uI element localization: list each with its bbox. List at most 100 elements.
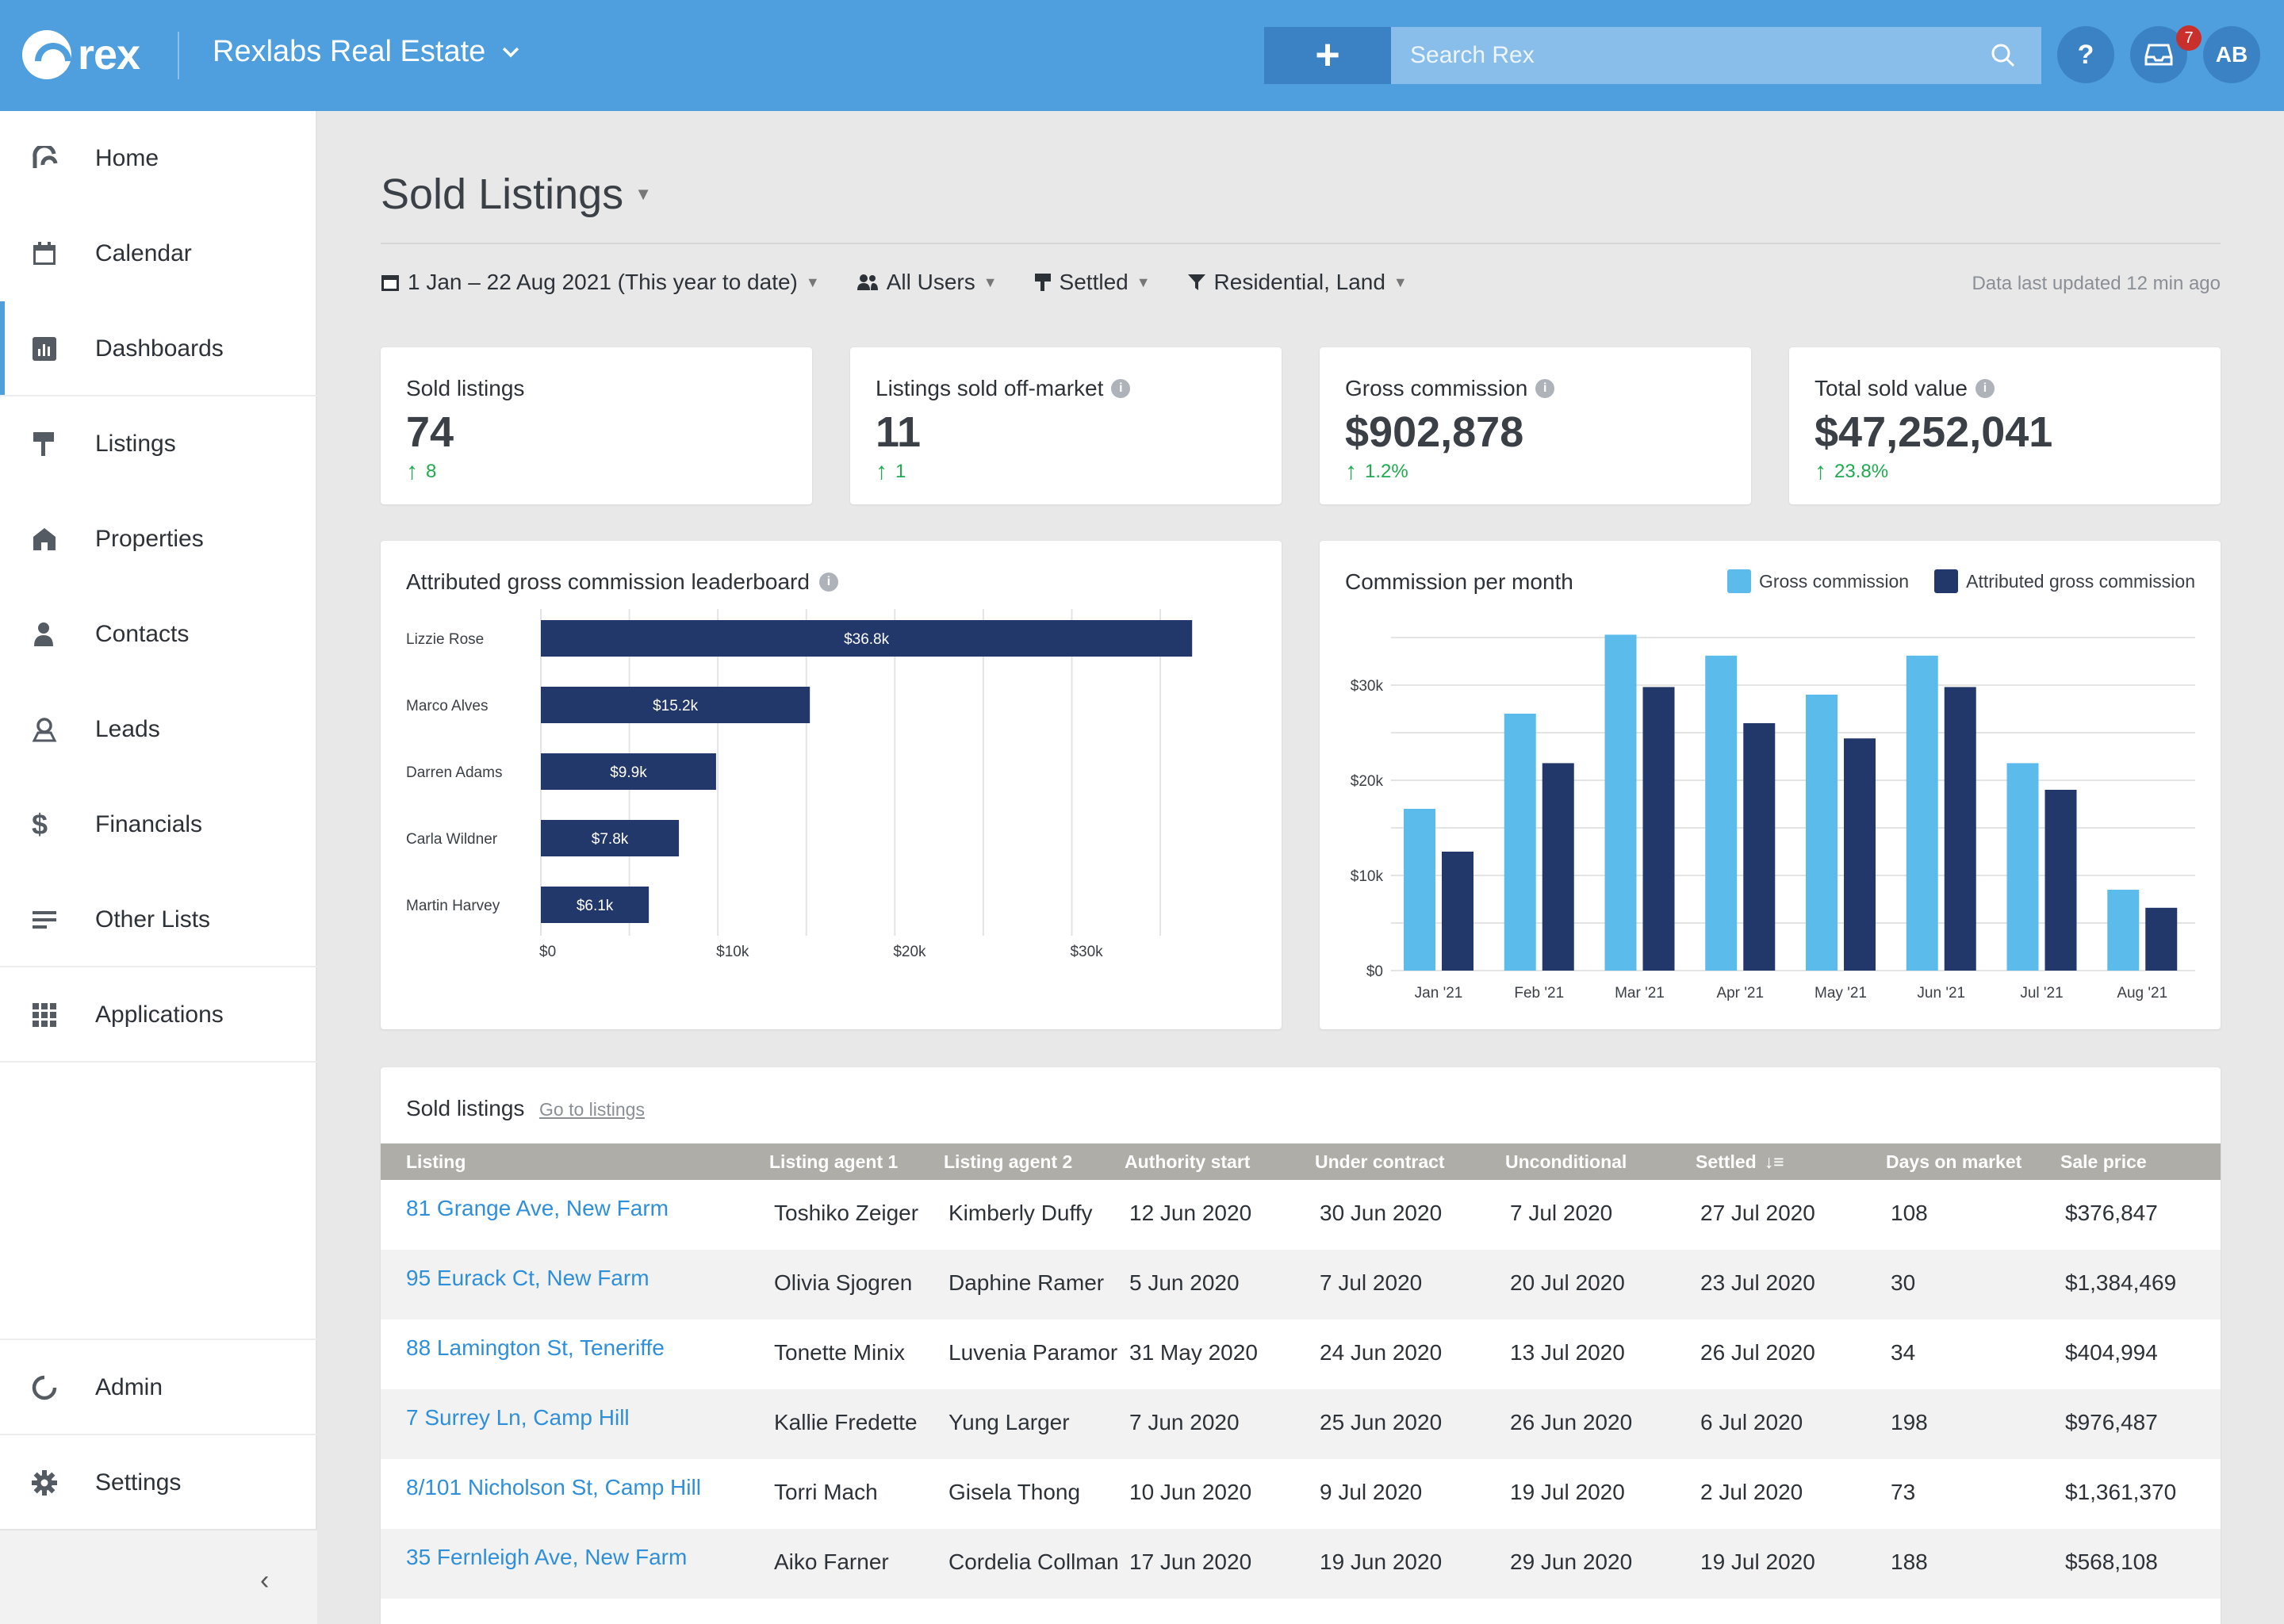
info-icon[interactable]: i [1111,379,1131,398]
listing-link[interactable]: 8/101 Nicholson St, Camp Hill [406,1475,701,1500]
legend-item-attributed[interactable]: Attributed gross commission [1934,569,2195,593]
help-button[interactable]: ? [2057,26,2114,83]
listing-link[interactable]: 88 Lamington St, Teneriffe [406,1335,665,1360]
listing-link[interactable]: 81 Grange Ave, New Farm [406,1196,669,1220]
table-cell: 7 Jul 2020 [1510,1201,1613,1225]
table-cell: Toshiko Zeiger [774,1201,919,1225]
sidebar-item-calendar[interactable]: Calendar [0,206,317,301]
bar [541,620,1193,657]
y-tick-label: $20k [1351,773,1384,790]
bar-category-label: Martin Harvey [406,898,500,914]
column-header[interactable]: Listing agent 2 [944,1151,1073,1172]
page-title-text: Sold Listings [381,170,624,218]
commission-chart-card: Commission per month Gross commission At… [1320,541,2221,1029]
table-cell: 31 May 2020 [1129,1340,1258,1365]
chevron-left-icon: ‹ [260,1565,270,1595]
user-avatar[interactable]: AB [2203,26,2260,83]
date-filter-label: 1 Jan – 22 Aug 2021 (This year to date) [408,270,798,294]
sidebar-item-label: Settings [95,1469,182,1496]
column-header[interactable]: Listing [406,1151,466,1172]
column-header[interactable]: Authority start [1125,1151,1251,1172]
kpi-delta: ↑ 1.2% [1345,458,1408,485]
users-icon [856,274,878,290]
gear-icon [32,1470,79,1496]
table-cell: 20 Jul 2020 [1510,1270,1625,1295]
table-cell: $376,847 [2065,1201,2158,1225]
type-filter-label: Residential, Land [1213,270,1385,294]
table-cell: 30 [1891,1270,1916,1295]
info-icon[interactable]: i [818,573,838,592]
table-cell: 26 Jun 2020 [1510,1410,1633,1434]
table-cell: $976,487 [2065,1410,2158,1434]
add-button[interactable]: + [1264,27,1391,84]
sidebar-item-listings[interactable]: Listings [0,396,317,492]
column-header[interactable]: Settled ↓≡ [1696,1151,1784,1172]
property-icon [32,527,79,552]
table-cell: Torri Mach [774,1480,878,1504]
chart-title: Commission per month [1345,569,1573,594]
bar-data-label: $9.9k [610,764,647,781]
collapse-sidebar-button[interactable]: ‹ [0,1529,317,1624]
table-row[interactable]: 88 Lamington St, Teneriffe Tonette Minix L… [381,1320,2221,1389]
table-row[interactable]: 81 Grange Ave, New Farm Toshiko Zeiger Kim… [381,1180,2221,1250]
arrow-up-icon: ↑ [1815,458,1826,485]
bar-data-label: $36.8k [844,631,890,648]
status-filter[interactable]: Settled ▼ [1034,270,1151,295]
sidebar-item-financials[interactable]: $ Financials [0,777,317,872]
sidebar-item-leads[interactable]: Leads [0,682,317,777]
inbox-icon [2144,44,2173,66]
sidebar-item-contacts[interactable]: Contacts [0,587,317,682]
sidebar-item-other-lists[interactable]: Other Lists [0,872,317,967]
sidebar-item-applications[interactable]: Applications [0,967,317,1063]
table-row[interactable]: 7 Surrey Ln, Camp Hill Kallie Fredette Yun… [381,1389,2221,1459]
account-switcher[interactable]: Rexlabs Real Estate [213,35,520,69]
sidebar-item-label: Other Lists [95,906,211,933]
sign-icon [32,431,79,458]
bar-category-label: Carla Wildner [406,831,498,848]
kpi-label: Sold listings [406,376,525,400]
sidebar-item-properties[interactable]: Properties [0,492,317,587]
table-row[interactable]: 95 Eurack Ct, New Farm Olivia Sjogren Daph… [381,1250,2221,1320]
sidebar-item-home[interactable]: Home [0,111,317,206]
column-header[interactable]: Listing agent 1 [769,1151,899,1172]
leaderboard-chart: $0 $10k $20k $30k Lizzie Rose $36.8k Marco Alv… [406,609,1193,960]
calendar-icon [32,241,79,266]
table-row[interactable]: 8/101 Nicholson St, Camp Hill Torri Mach G… [381,1459,2221,1529]
leads-icon [32,717,79,742]
rex-logo[interactable]: rex [22,30,140,79]
legend-item-gross[interactable]: Gross commission [1726,569,1909,593]
sidebar-item-dashboards[interactable]: Dashboards [0,301,317,396]
column-header[interactable]: Under contract [1315,1151,1445,1172]
table-cell: $1,361,370 [2065,1480,2177,1504]
sidebar-item-admin[interactable]: Admin [0,1340,317,1435]
search-box [1391,27,2041,84]
info-icon[interactable]: i [1976,379,1995,398]
sort-icon[interactable]: ↓≡ [1764,1151,1784,1172]
listing-link[interactable]: 35 Fernleigh Ave, New Farm [406,1545,688,1569]
table-row[interactable]: 35 Fernleigh Ave, New Farm Aiko Farner Cor… [381,1529,2221,1599]
date-filter[interactable]: 1 Jan – 22 Aug 2021 (This year to date) … [381,270,820,295]
page-title[interactable]: Sold Listings ▼ [381,170,652,219]
table-cell: 10 Jun 2020 [1129,1480,1252,1504]
column-header[interactable]: Sale price [2060,1151,2147,1172]
account-name: Rexlabs Real Estate [213,35,486,68]
listing-link[interactable]: 7 Surrey Ln, Camp Hill [406,1405,630,1430]
table-cell: Luvenia Paramore [948,1340,1118,1365]
grid-icon [32,1002,79,1028]
search-icon[interactable] [1989,41,2018,70]
kpi-delta: ↑ 8 [406,458,437,485]
sidebar-item-label: Properties [95,526,204,552]
users-filter[interactable]: All Users ▼ [856,270,998,295]
search-input[interactable] [1391,27,2041,84]
listing-link[interactable]: 95 Eurack Ct, New Farm [406,1266,650,1290]
type-filter[interactable]: Residential, Land ▼ [1187,270,1408,295]
column-header[interactable]: Unconditional [1505,1151,1627,1172]
column-header[interactable]: Days on market [1886,1151,2022,1172]
table-cell: 9 Jul 2020 [1320,1480,1423,1504]
sidebar-item-settings[interactable]: Settings [0,1435,317,1530]
kpi-value: $902,878 [1345,408,1524,456]
info-icon[interactable]: i [1535,379,1555,398]
commission-chart: $0 $10k $20k $30k Jan '21 Feb '21 Mar '21 Apr '… [1351,634,2195,1002]
kpi-card-off-market: Listings sold off-market i 11 ↑ 1 [850,347,1282,504]
go-to-listings-link[interactable]: Go to listings [539,1099,645,1120]
